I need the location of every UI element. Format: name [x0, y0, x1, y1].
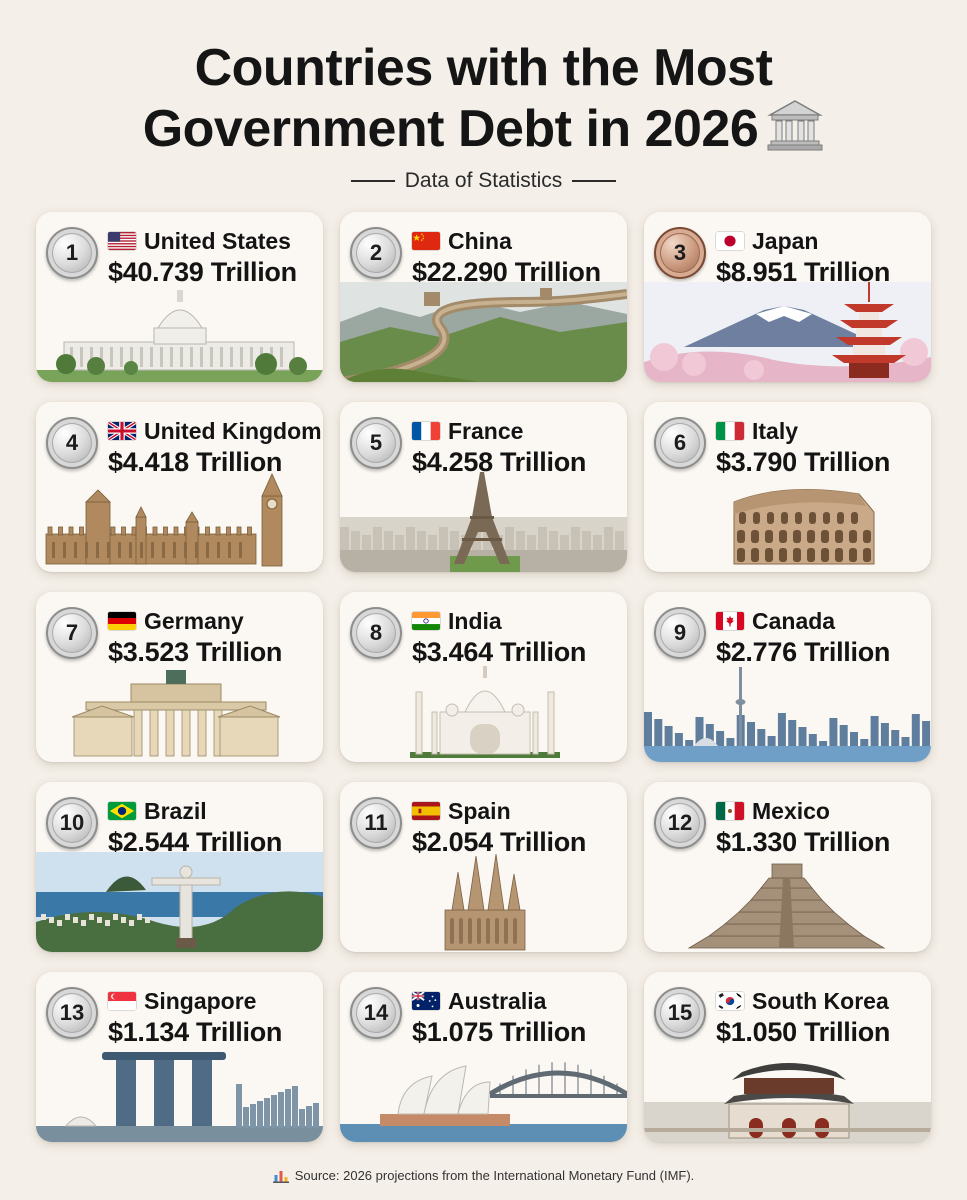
source-text: Source: 2026 projections from the Intern…	[294, 1168, 695, 1183]
debt-amount: $3.523 Trillion	[108, 637, 283, 667]
country-name: Italy	[752, 418, 799, 444]
country-card: 11 Spain $2.054 Trillion	[340, 782, 627, 952]
bar-chart-icon	[272, 1170, 289, 1183]
subtitle-divider-right	[572, 180, 617, 182]
country-grid: 1 United States $40.739 Trillion 2 China $2…	[36, 212, 931, 1142]
country-name: France	[448, 418, 524, 444]
bank-icon	[767, 100, 824, 151]
country-name: Spain	[448, 798, 511, 824]
country-name: China	[448, 228, 512, 254]
country-card: 5 France $4.258 Trillion	[340, 402, 627, 572]
debt-amount: $40.739 Trillion	[108, 257, 297, 287]
country-card: 9 Canada $2.776 Trillion	[644, 592, 931, 762]
rank-number: 7	[65, 620, 79, 645]
country-name: Mexico	[752, 798, 830, 824]
debt-amount: $4.418 Trillion	[108, 447, 283, 477]
country-name: United Kingdom	[144, 418, 322, 444]
canada-flag	[716, 612, 744, 630]
rank-number: 5	[369, 430, 383, 455]
rank-medal: 2	[350, 227, 402, 279]
rank-number: 13	[59, 1000, 85, 1025]
rank-medal: 1	[46, 227, 98, 279]
rank-medal: 6	[654, 417, 706, 469]
country-card: 13 Singapore $1.134 Trillion	[36, 972, 323, 1142]
rank-number: 4	[65, 430, 79, 455]
rank-number: 6	[673, 430, 687, 455]
uk-flag	[108, 422, 136, 440]
rank-number: 11	[364, 810, 388, 835]
country-card: 15 South Korea $1.050 Trillion	[644, 972, 931, 1142]
rank-number: 12	[667, 810, 693, 835]
rank-medal: 3	[654, 227, 706, 279]
debt-amount: $1.330 Trillion	[716, 827, 891, 857]
rank-number: 10	[59, 810, 85, 835]
rank-medal: 9	[654, 607, 706, 659]
country-card: 14 Australia $1.075 Trillion	[340, 972, 627, 1142]
country-name: Brazil	[144, 798, 207, 824]
country-card: 2 China $22.290 Trillion	[340, 212, 627, 382]
us-flag	[108, 232, 136, 250]
rank-number: 14	[363, 1000, 389, 1025]
singapore-flag	[108, 992, 136, 1010]
debt-amount: $2.776 Trillion	[716, 637, 891, 667]
debt-amount: $1.075 Trillion	[412, 1017, 587, 1047]
country-name: Singapore	[144, 988, 257, 1014]
country-card: 7 Germany $3.523 Trillion	[36, 592, 323, 762]
rank-medal: 10	[46, 797, 98, 849]
rank-medal: 8	[350, 607, 402, 659]
debt-amount: $1.134 Trillion	[108, 1017, 283, 1047]
germany-flag	[108, 612, 136, 630]
brazil-flag	[108, 802, 136, 820]
debt-amount: $2.054 Trillion	[412, 827, 587, 857]
rank-number: 8	[369, 620, 383, 645]
subtitle: Data of Statistics	[0, 169, 967, 193]
debt-amount: $1.050 Trillion	[716, 1017, 891, 1047]
country-name: Germany	[144, 608, 244, 634]
rank-medal: 5	[350, 417, 402, 469]
mexico-flag	[716, 802, 744, 820]
debt-amount: $3.790 Trillion	[716, 447, 891, 477]
spain-flag	[412, 802, 440, 820]
rank-medal: 14	[350, 987, 402, 1039]
south-korea-flag	[716, 992, 744, 1010]
rank-number: 1	[65, 240, 79, 265]
country-name: United States	[144, 228, 291, 254]
country-name: South Korea	[752, 988, 889, 1014]
rank-medal: 7	[46, 607, 98, 659]
rank-medal: 4	[46, 417, 98, 469]
country-name: Canada	[752, 608, 836, 634]
japan-flag	[716, 232, 744, 250]
rank-number: 2	[369, 240, 383, 265]
page-title: Countries with the Most Government Debt …	[0, 38, 967, 159]
country-card: 4 United Kingdom $4.418 Trillion	[36, 402, 323, 572]
rank-number: 9	[673, 620, 687, 645]
india-flag	[412, 612, 440, 630]
rank-number: 3	[673, 240, 687, 265]
rank-medal: 15	[654, 987, 706, 1039]
subtitle-text: Data of Statistics	[404, 169, 563, 192]
title-line-2: Government Debt in 2026	[142, 100, 759, 158]
france-flag	[412, 422, 440, 440]
country-card: 10 Brazil $2.544 Trillion	[36, 782, 323, 952]
country-card: 6 Italy $3.790 Trillion	[644, 402, 931, 572]
debt-amount: $4.258 Trillion	[412, 447, 587, 477]
italy-flag	[716, 422, 744, 440]
subtitle-divider-left	[350, 180, 395, 182]
title-line-1: Countries with the Most	[194, 39, 773, 97]
rank-medal: 13	[46, 987, 98, 1039]
country-card: 12 Mexico $1.330 Trillion	[644, 782, 931, 952]
country-card: 8 India $3.464 Trillion	[340, 592, 627, 762]
country-name: India	[448, 608, 502, 634]
rank-medal: 11	[350, 797, 402, 849]
country-name: Japan	[752, 228, 819, 254]
debt-amount: $3.464 Trillion	[412, 637, 587, 667]
source-note: Source: 2026 projections from the Intern…	[0, 1168, 967, 1183]
country-card: 3 Japan $8.951 Trillion	[644, 212, 931, 382]
rank-number: 15	[667, 1000, 693, 1025]
rank-medal: 12	[654, 797, 706, 849]
china-flag	[412, 232, 440, 250]
country-name: Australia	[448, 988, 547, 1014]
australia-flag	[412, 992, 440, 1010]
country-card: 1 United States $40.739 Trillion	[36, 212, 323, 382]
